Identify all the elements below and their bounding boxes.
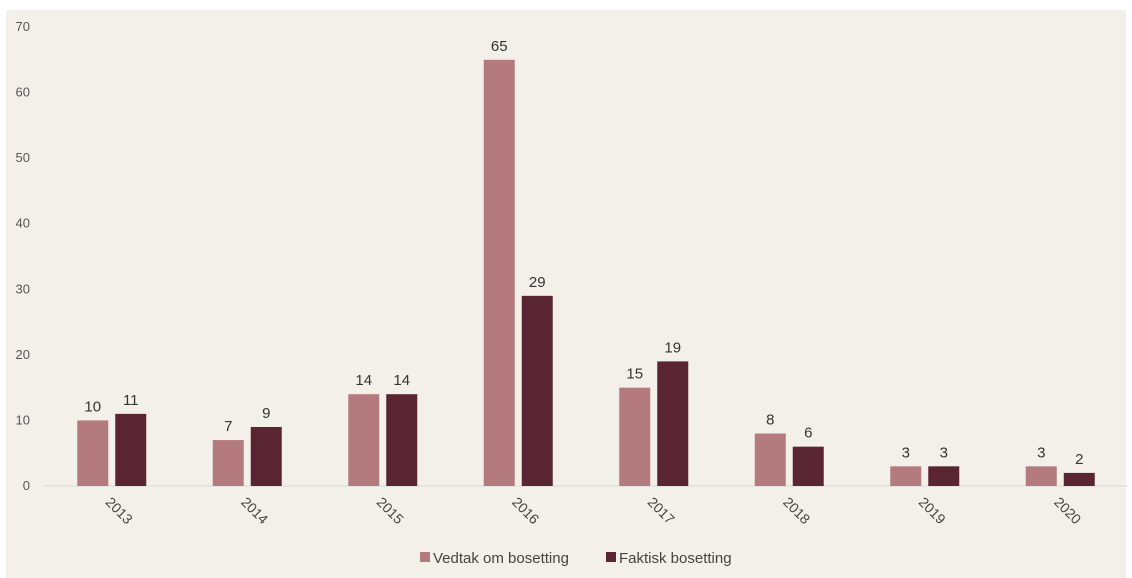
y-tick-label: 30 <box>16 281 30 296</box>
x-tick-label: 2014 <box>238 494 271 527</box>
bar-faktisk-2020 <box>1063 472 1095 486</box>
legend-swatch-vedtak <box>420 552 430 562</box>
bar-vedtak-2020 <box>1025 466 1057 486</box>
data-label: 6 <box>804 425 812 442</box>
legend-label-vedtak: Vedtak om bosetting <box>433 550 569 567</box>
bar-faktisk-2019 <box>928 466 960 486</box>
x-tick-label: 2019 <box>916 494 949 527</box>
y-tick-label: 0 <box>23 478 30 493</box>
x-tick-label: 2013 <box>103 494 136 527</box>
data-label: 65 <box>491 38 508 55</box>
bar-faktisk-2014 <box>250 426 282 486</box>
data-label: 2 <box>1075 451 1083 468</box>
bar-faktisk-2018 <box>792 446 824 486</box>
bar-vedtak-2013 <box>77 420 109 486</box>
y-tick-label: 20 <box>16 347 30 362</box>
data-label: 19 <box>664 339 681 356</box>
bar-faktisk-2015 <box>386 394 418 486</box>
y-tick-label: 70 <box>16 19 30 34</box>
bar-vedtak-2014 <box>212 440 244 486</box>
data-label: 11 <box>123 392 139 409</box>
bar-vedtak-2017 <box>619 387 651 486</box>
y-tick-label: 40 <box>16 216 30 231</box>
data-label: 7 <box>224 418 232 435</box>
bar-faktisk-2016 <box>521 295 553 486</box>
data-label: 3 <box>940 444 948 461</box>
legend-swatch-faktisk <box>606 552 616 562</box>
bar-vedtak-2015 <box>348 394 380 486</box>
data-label: 14 <box>393 372 410 389</box>
x-tick-label: 2015 <box>374 494 407 527</box>
x-tick-label: 2018 <box>780 494 813 527</box>
data-label: 29 <box>529 274 546 291</box>
x-tick-label: 2020 <box>1051 494 1084 527</box>
bar-vedtak-2018 <box>754 433 786 486</box>
bar-vedtak-2019 <box>890 466 922 486</box>
y-tick-label: 60 <box>16 85 30 100</box>
data-label: 15 <box>626 366 643 383</box>
data-label: 8 <box>766 412 774 429</box>
bar-faktisk-2017 <box>657 361 689 486</box>
data-label: 10 <box>84 398 101 415</box>
data-label: 3 <box>1037 444 1045 461</box>
y-tick-label: 50 <box>16 150 30 165</box>
data-label: 9 <box>262 405 270 422</box>
x-tick-label: 2017 <box>645 494 678 527</box>
data-label: 3 <box>902 444 910 461</box>
x-tick-label: 2016 <box>509 494 542 527</box>
y-tick-label: 10 <box>16 412 30 427</box>
legend-label-faktisk: Faktisk bosetting <box>619 550 732 567</box>
bar-vedtak-2016 <box>483 59 515 487</box>
data-label: 14 <box>355 372 372 389</box>
bar-faktisk-2013 <box>115 413 147 486</box>
